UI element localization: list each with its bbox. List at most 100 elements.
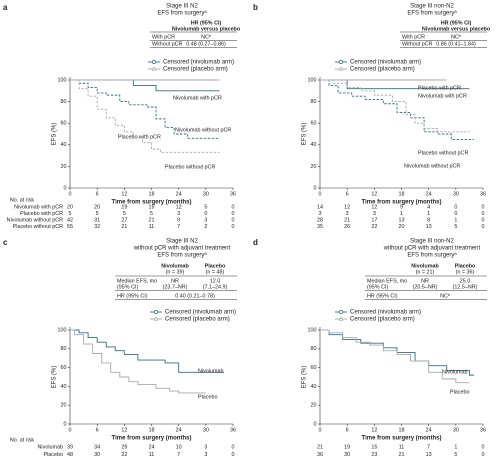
- at-risk-value: 12: [176, 204, 182, 210]
- at-risk-value: 5: [123, 211, 126, 217]
- table-cell: 0.48 (0.27–0.86): [186, 41, 226, 47]
- legend-marker: [153, 316, 159, 321]
- table-cell: NR: [421, 278, 429, 284]
- y-tick-label: 0: [314, 185, 317, 191]
- at-risk-value: 20: [94, 204, 100, 210]
- at-risk-value: 13: [426, 224, 432, 230]
- panel-label: c: [3, 238, 8, 247]
- table-row-label: HR (95% CI): [367, 293, 398, 299]
- at-risk-value: 28: [317, 217, 323, 223]
- y-tick-label: 20: [61, 403, 67, 409]
- at-risk-value: 0: [482, 211, 485, 217]
- legend-label: Censored (nivolumab arm): [163, 60, 234, 66]
- at-risk-value: 5: [150, 211, 153, 217]
- at-risk-value: 5: [69, 211, 72, 217]
- table-header: (n = 21): [416, 269, 435, 275]
- at-risk-value: 23: [371, 452, 377, 458]
- at-risk-value: 0: [232, 444, 235, 450]
- table-row-label: With pCR: [402, 34, 425, 40]
- x-tick-label: 18: [399, 191, 405, 197]
- table-cell: NCᵇ: [451, 34, 461, 40]
- at-risk-value: 0: [232, 211, 235, 217]
- at-risk-value: 12: [371, 204, 377, 210]
- table-row-label: With pCR: [152, 34, 175, 40]
- x-tick-label: 6: [96, 191, 99, 197]
- curve-label: Placebo: [450, 389, 469, 395]
- table-row-label: HR (95% CI): [117, 293, 148, 299]
- y-tick-label: 100: [308, 327, 317, 333]
- at-risk-value: 17: [371, 217, 377, 223]
- legend-marker: [338, 316, 344, 321]
- x-tick-label: 30: [453, 427, 459, 433]
- at-risk-value: 15: [371, 444, 377, 450]
- at-risk-name: Placebo: [44, 452, 63, 458]
- curve-label: Nivolumab with pCR: [173, 95, 222, 101]
- at-risk-value: 30: [344, 452, 350, 458]
- km-curve: [70, 329, 206, 394]
- table-cell: 12.0: [210, 278, 221, 284]
- x-tick-label: 12: [121, 191, 127, 197]
- table-header: (n = 36): [456, 269, 475, 275]
- table-cell: (12.5–NR): [453, 284, 478, 290]
- at-risk-value: 20: [399, 224, 405, 230]
- at-risk-value: 21: [317, 444, 323, 450]
- panel-title: Stage III N2: [166, 4, 198, 10]
- y-tick-label: 0: [64, 185, 67, 191]
- at-risk-value: 0: [454, 204, 457, 210]
- legend-marker: [154, 310, 158, 314]
- at-risk-name: Nivolumab: [38, 444, 63, 450]
- at-risk-value: 9: [400, 204, 403, 210]
- y-axis-label: EFS (%): [52, 123, 58, 146]
- x-tick-label: 0: [319, 191, 322, 197]
- at-risk-value: 3: [319, 211, 322, 217]
- at-risk-value: 1: [454, 217, 457, 223]
- at-risk-value: 9: [177, 217, 180, 223]
- y-tick-label: 80: [311, 99, 317, 105]
- at-risk-value: 14: [317, 204, 323, 210]
- at-risk-value: 26: [344, 224, 350, 230]
- at-risk-value: 0: [232, 452, 235, 458]
- table-cell: (7.1–24.9): [203, 284, 228, 290]
- table-row-label: Median EFS, mo: [117, 278, 157, 284]
- at-risk-value: 19: [121, 204, 127, 210]
- at-risk-value: 22: [121, 452, 127, 458]
- table-cell: 25.0: [460, 278, 471, 284]
- legend-marker: [339, 60, 343, 64]
- at-risk-value: 29: [121, 444, 127, 450]
- x-tick-label: 30: [203, 191, 209, 197]
- at-risk-value: 7: [177, 224, 180, 230]
- at-risk-value: 5: [454, 452, 457, 458]
- table-header: (n = 39): [166, 269, 185, 275]
- curve-label: Nivolumab: [442, 369, 467, 375]
- at-risk-value: 5: [204, 204, 207, 210]
- km-curve: [320, 79, 474, 140]
- table-cell: (23.7–NR): [163, 284, 188, 290]
- curve-label: Placebo without pCR: [165, 164, 215, 170]
- table-header: Nivolumab: [161, 263, 189, 269]
- at-risk-value: 20: [67, 204, 73, 210]
- curve-label: Placebo: [198, 394, 217, 400]
- at-risk-value: 39: [67, 444, 73, 450]
- panel-title: EFS from surgeryᵃ: [157, 253, 207, 259]
- at-risk-value: 34: [94, 444, 100, 450]
- at-risk-value: 1: [400, 211, 403, 217]
- km-curve: [320, 329, 470, 384]
- at-risk-value: 48: [67, 452, 73, 458]
- at-risk-value: 11: [149, 452, 155, 458]
- table-header: Nivolumab: [411, 263, 439, 269]
- at-risk-value: 7: [177, 452, 180, 458]
- panel-title: Stage III non-N2: [410, 239, 454, 245]
- at-risk-value: 35: [317, 224, 323, 230]
- y-tick-label: 40: [311, 142, 317, 148]
- x-tick-label: 12: [371, 427, 377, 433]
- at-risk-value: 0: [454, 211, 457, 217]
- at-risk-value: 12: [344, 204, 350, 210]
- table-cell: NR: [171, 278, 179, 284]
- km-curve: [70, 79, 220, 139]
- at-risk-value: 3: [204, 217, 207, 223]
- at-risk-value: 24: [149, 444, 155, 450]
- table-row-label: (95% CI): [367, 284, 388, 290]
- table-header: (n = 48): [206, 269, 225, 275]
